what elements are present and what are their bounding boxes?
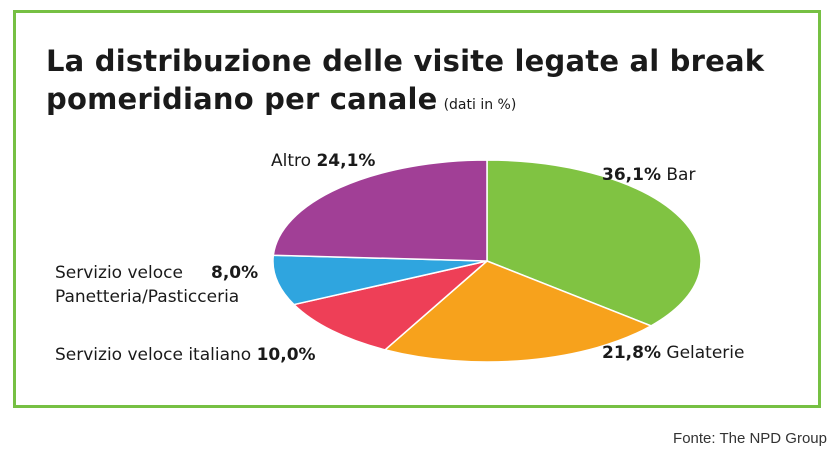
value-panetteria: 8,0%	[211, 263, 259, 283]
name-panetteria-line2: Panetteria/Pasticceria	[55, 287, 240, 307]
source-note: Fonte: The NPD Group	[673, 430, 827, 447]
name-altro: Altro	[271, 151, 312, 171]
name-gelaterie: Gelaterie	[666, 343, 745, 363]
slice-altro	[272, 159, 488, 262]
chart-title-line2: pomeridiano per canale (dati in %)	[46, 82, 516, 116]
value-altro: 24,1%	[316, 151, 376, 171]
label-servizio-veloce-panetteria-line2: Panetteria/Pasticceria	[55, 287, 239, 307]
chart-subtitle: (dati in %)	[443, 97, 517, 113]
value-gelaterie: 21,8%	[602, 343, 661, 363]
slice-servizio-veloce-italiano	[292, 260, 488, 351]
chart-title-line1: La distribuzione delle visite legate al …	[46, 44, 765, 78]
chart-title-line2-text: pomeridiano per canale	[46, 82, 438, 116]
value-servizio-veloce-italiano: 10,0%	[256, 345, 316, 365]
slice-bar	[486, 159, 702, 327]
label-gelaterie: 21,8% Gelaterie	[602, 343, 744, 363]
slice-panetteria	[272, 254, 488, 306]
name-servizio-veloce-italiano: Servizio veloce italiano	[55, 345, 252, 365]
value-bar: 36,1%	[602, 165, 661, 185]
name-servizio-veloce-line1: Servizio veloce	[55, 263, 183, 283]
label-bar: 36,1% Bar	[602, 165, 695, 185]
label-altro: Altro 24,1%	[271, 151, 375, 171]
label-servizio-veloce-panetteria-line1: Servizio veloce	[55, 263, 183, 283]
slice-gelaterie	[383, 260, 653, 363]
label-servizio-veloce-italiano: Servizio veloce italiano 10,0%	[55, 345, 316, 365]
name-bar: Bar	[666, 165, 696, 185]
value-panetteria-wrap: 8,0%	[211, 263, 258, 283]
